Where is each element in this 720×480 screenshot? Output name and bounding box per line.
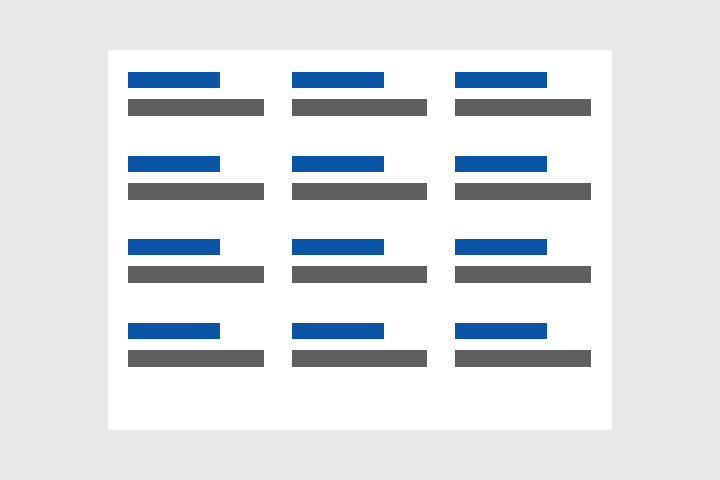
- content-card: [108, 50, 612, 430]
- title-placeholder-bar: [455, 322, 548, 339]
- skeleton-item: [128, 322, 264, 367]
- text-placeholder-bar: [291, 266, 428, 283]
- text-placeholder-bar: [128, 182, 264, 200]
- skeleton-item: [455, 239, 591, 283]
- title-placeholder-bar: [291, 155, 384, 172]
- skeleton-item: [291, 322, 428, 367]
- skeleton-item: [455, 72, 591, 116]
- title-placeholder-bar: [128, 72, 220, 88]
- skeleton-item: [455, 322, 591, 367]
- text-placeholder-bar: [455, 266, 591, 283]
- skeleton-item: [291, 155, 428, 200]
- title-placeholder-bar: [455, 239, 548, 255]
- title-placeholder-bar: [291, 72, 384, 88]
- title-placeholder-bar: [128, 239, 220, 255]
- text-placeholder-bar: [455, 99, 591, 116]
- skeleton-item: [128, 239, 264, 283]
- skeleton-grid: [108, 50, 612, 367]
- text-placeholder-bar: [291, 99, 428, 116]
- title-placeholder-bar: [128, 322, 220, 339]
- title-placeholder-bar: [455, 155, 548, 172]
- text-placeholder-bar: [128, 266, 264, 283]
- text-placeholder-bar: [455, 182, 591, 200]
- text-placeholder-bar: [291, 182, 428, 200]
- text-placeholder-bar: [128, 99, 264, 116]
- title-placeholder-bar: [455, 72, 548, 88]
- skeleton-item: [128, 72, 264, 116]
- title-placeholder-bar: [291, 239, 384, 255]
- title-placeholder-bar: [291, 322, 384, 339]
- text-placeholder-bar: [455, 349, 591, 367]
- title-placeholder-bar: [128, 155, 220, 172]
- text-placeholder-bar: [291, 349, 428, 367]
- skeleton-item: [291, 72, 428, 116]
- skeleton-item: [291, 239, 428, 283]
- skeleton-item: [128, 155, 264, 200]
- skeleton-item: [455, 155, 591, 200]
- text-placeholder-bar: [128, 349, 264, 367]
